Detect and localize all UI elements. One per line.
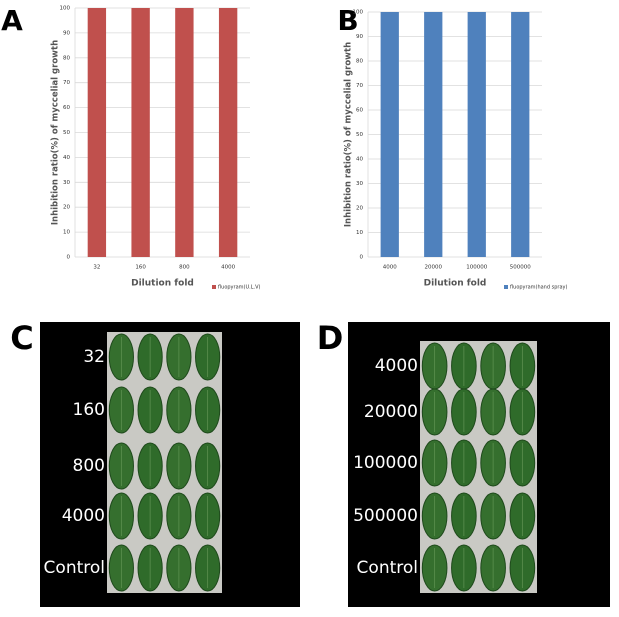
y-tick-label: 50 (356, 132, 363, 138)
bar (175, 8, 194, 257)
y-tick-label: 60 (63, 105, 70, 111)
y-tick-label: 70 (63, 80, 70, 86)
legend-swatch (212, 285, 216, 289)
bar (218, 8, 238, 257)
y-tick-label: 0 (67, 255, 71, 261)
concentration-label: Control (357, 558, 418, 578)
concentration-label: 100000 (353, 453, 418, 473)
bar (467, 12, 486, 257)
y-axis-label: Inhibition ratio(%) of myccelial growth (51, 40, 61, 225)
y-tick-label: 100 (60, 6, 71, 12)
y-tick-label: 30 (356, 181, 363, 187)
panel-label: A (1, 4, 23, 37)
y-tick-label: 40 (356, 157, 363, 163)
x-tick-label: 800 (179, 265, 190, 271)
x-tick-label: 20000 (425, 265, 443, 271)
x-tick-label: 100000 (466, 265, 487, 271)
concentration-label: 800 (73, 456, 105, 476)
concentration-label: 500000 (353, 506, 418, 526)
y-tick-label: 30 (63, 180, 70, 186)
concentration-label: 4000 (62, 506, 105, 526)
legend-label: fluopyram(hand spray) (510, 285, 567, 291)
legend-label: fluopyram(U.L.V) (218, 285, 260, 291)
y-tick-label: 10 (63, 230, 70, 236)
x-tick-label: 500000 (510, 265, 531, 271)
y-tick-label: 0 (360, 255, 364, 261)
bar (380, 12, 399, 257)
x-tick-label: 160 (135, 265, 146, 271)
y-tick-label: 50 (63, 130, 70, 136)
bar (87, 8, 107, 257)
x-tick-label: 4000 (221, 265, 235, 271)
x-tick-label: 32 (93, 265, 100, 271)
concentration-label: 20000 (364, 402, 418, 422)
y-tick-label: 90 (63, 30, 70, 36)
y-tick-label: 100 (353, 10, 364, 16)
concentration-label: 32 (83, 347, 105, 367)
y-tick-label: 20 (63, 205, 70, 211)
y-tick-label: 80 (356, 59, 363, 65)
y-tick-label: 40 (63, 155, 70, 161)
y-tick-label: 10 (356, 230, 363, 236)
x-axis-label: Dilution fold (424, 279, 487, 289)
concentration-label: Control (44, 558, 105, 578)
y-tick-label: 70 (356, 83, 363, 89)
y-tick-label: 60 (356, 108, 363, 114)
y-tick-label: 20 (356, 206, 363, 212)
y-tick-label: 90 (356, 34, 363, 40)
panel-label: C (10, 319, 33, 357)
bar (511, 12, 530, 257)
y-tick-label: 80 (63, 55, 70, 61)
y-axis-label: Inhibition ratio(%) of myccelial growth (344, 42, 354, 227)
panel-label: B (337, 4, 358, 37)
x-tick-label: 4000 (383, 265, 397, 271)
concentration-label: 4000 (375, 356, 418, 376)
concentration-label: 160 (73, 400, 105, 420)
x-axis-label: Dilution fold (131, 279, 194, 289)
bar (131, 8, 150, 257)
legend-swatch (504, 285, 508, 289)
bar (424, 12, 443, 257)
panel-label: D (317, 319, 344, 357)
